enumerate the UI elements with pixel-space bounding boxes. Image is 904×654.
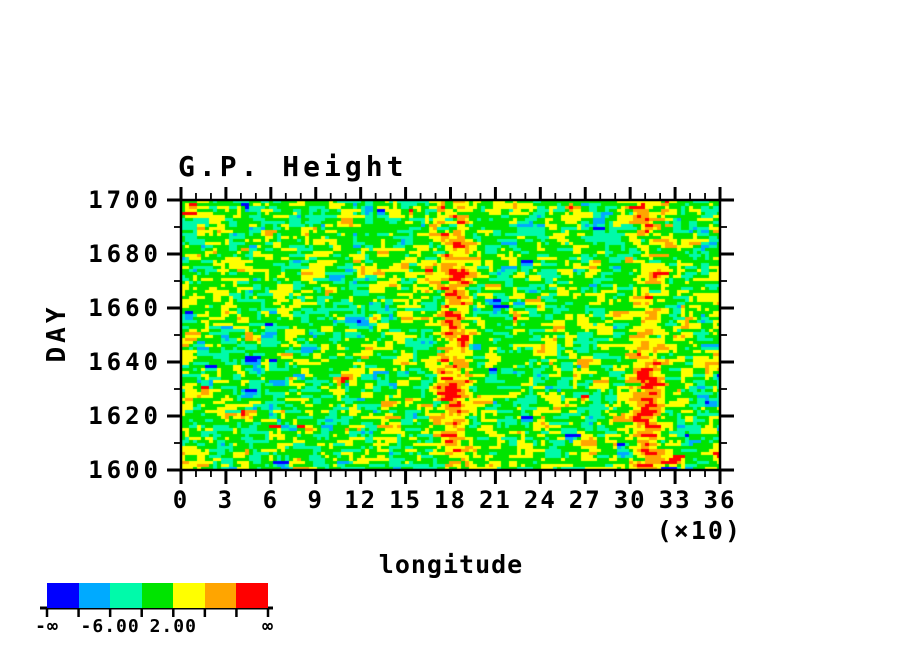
y-tick-label: 1600: [88, 456, 162, 484]
y-tick-label: 1700: [88, 186, 162, 214]
y-tick-label: 1620: [88, 402, 162, 430]
x-tick-label: 21: [478, 486, 512, 514]
x-tick-label: 18: [434, 486, 467, 514]
y-tick-label: 1640: [88, 348, 162, 376]
colorbar-tick-label: -6.00: [80, 616, 140, 637]
colorbar-cell: [236, 583, 269, 608]
x-tick-label: 0: [172, 486, 190, 514]
heatmap-canvas: [181, 200, 720, 470]
x-tick-label: 27: [568, 486, 602, 514]
colorbar-cell: [110, 583, 143, 608]
x-tick-label: 24: [523, 486, 557, 514]
colorbar-tick-label: 2.00: [149, 616, 197, 637]
x-tick-label: 33: [658, 486, 692, 514]
y-tick-label: 1680: [88, 240, 162, 268]
colorbar-cell: [173, 583, 206, 608]
x-tick-label: 6: [262, 486, 280, 514]
x-tick-label: 3: [217, 486, 235, 514]
y-tick-label: 1660: [88, 294, 162, 322]
colorbar-cell: [47, 583, 80, 608]
x-tick-label: 12: [344, 486, 378, 514]
colorbar: [47, 583, 269, 608]
x-tick-label: 36: [703, 486, 737, 514]
colorbar-cell: [141, 583, 174, 608]
colorbar-cell: [204, 583, 237, 608]
x-axis-scale-note: (×10): [656, 516, 742, 545]
colorbar-cell: [78, 583, 111, 608]
x-tick-label: 15: [389, 486, 423, 514]
colorbar-tick-label: ∞: [262, 616, 274, 637]
x-tick-label: 30: [613, 486, 647, 514]
chart-title: G.P. Height: [178, 150, 408, 183]
x-tick-label: 9: [307, 486, 324, 514]
colorbar-tick-label: -∞: [35, 616, 59, 637]
x-axis-label: longitude: [378, 550, 524, 579]
